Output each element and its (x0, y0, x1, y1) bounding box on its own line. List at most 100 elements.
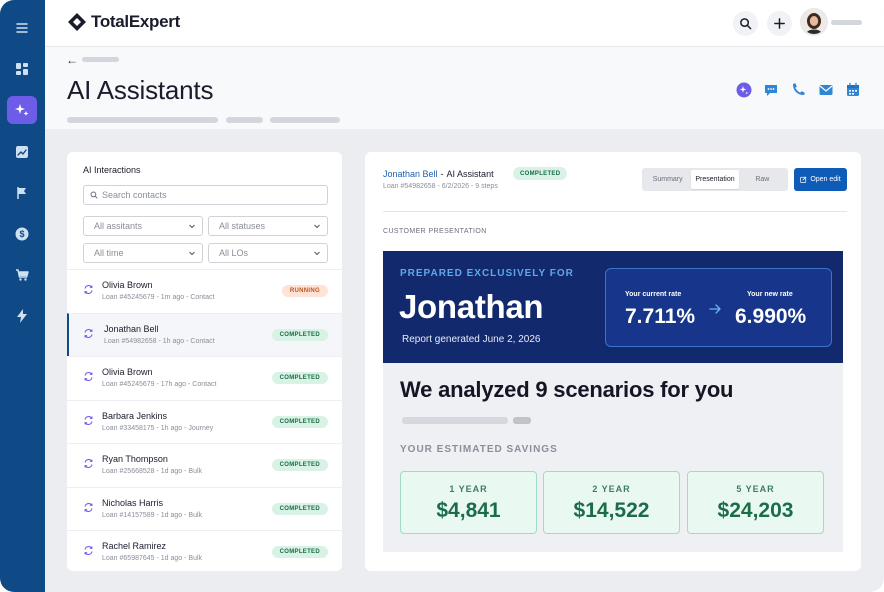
list-item[interactable]: Jonathan Bell Loan #54982658 - 1h ago - C… (67, 313, 342, 357)
contact-meta: Loan #45245679 - 17h ago - Contact (102, 381, 217, 388)
contact-meta: Loan #54982658 - 1h ago - Contact (104, 338, 215, 345)
contact-meta: Loan #65987645 - 1d ago - Bulk (102, 555, 203, 562)
filter-label: All statuses (219, 221, 266, 231)
filter-label: All LOs (219, 248, 249, 258)
customer-presentation: PREPARED EXCLUSIVELY FOR Jonathan Report… (383, 251, 843, 552)
arrow-right-icon (709, 304, 721, 314)
status-badge: COMPLETED (271, 416, 328, 428)
scenarios-title: We analyzed 9 scenarios for you (400, 377, 734, 402)
list-item[interactable]: Nicholas Harris Loan #14157589 - 1d ago -… (67, 487, 342, 531)
view-tabs: Summary Presentation Raw (642, 168, 788, 191)
status-filter[interactable]: All statuses (208, 216, 328, 236)
list-item[interactable]: Rachel Ramirez Loan #65987645 - 1d ago - … (67, 530, 342, 571)
filter-label: All assitants (94, 221, 143, 231)
panel-title: AI Interactions (83, 165, 141, 175)
logo-text: TotalExpert (91, 12, 180, 31)
page-title: AI Assistants (67, 75, 214, 105)
detail-panel: Jonathan Bell - AI Assistant COMPLETED L… (365, 152, 861, 571)
time-filter[interactable]: All time (83, 243, 203, 263)
search-input[interactable]: Search contacts (83, 185, 328, 205)
chat-icon[interactable] (763, 82, 779, 98)
sync-icon (84, 503, 93, 512)
sidebar: $ (0, 0, 45, 592)
assistant-name: AI Assistant (446, 169, 494, 179)
status-badge: COMPLETED (271, 372, 328, 384)
detail-title: Jonathan Bell - AI Assistant (383, 169, 494, 179)
mail-icon[interactable] (818, 82, 834, 98)
list-item[interactable]: Ryan Thompson Loan #25668528 - 1d ago - B… (67, 443, 342, 487)
list-item[interactable]: Barbara Jenkins Loan #33458175 - 1h ago -… (67, 400, 342, 444)
status-badge: COMPLETED (271, 546, 328, 558)
client-name: Jonathan (399, 288, 544, 325)
sync-icon (84, 372, 93, 381)
dollar-icon[interactable]: $ (7, 220, 37, 248)
ai-action-icon[interactable] (736, 82, 752, 98)
menu-icon[interactable] (7, 14, 37, 42)
rate-comparison: Your current rate 7.711% Your new rate 6… (605, 268, 832, 347)
savings-amount: $24,203 (717, 499, 794, 522)
logo[interactable]: TotalExpert (67, 12, 180, 32)
contact-meta: Loan #45245679 - 1m ago - Contact (102, 294, 215, 301)
contact-meta: Loan #33458175 - 1h ago - Journey (102, 425, 214, 432)
open-edit-button[interactable]: Open edit (794, 168, 847, 191)
breadcrumb[interactable] (82, 57, 119, 62)
phone-icon[interactable] (790, 82, 806, 98)
divider (383, 211, 847, 212)
contact-name: Olivia Brown (102, 367, 153, 377)
tab-raw[interactable]: Raw (755, 176, 770, 183)
tab-presentation[interactable]: Presentation (691, 170, 739, 189)
sync-icon (84, 285, 93, 294)
contact-name: Ryan Thompson (102, 454, 168, 464)
svg-text:$: $ (19, 229, 24, 239)
text-placeholder (402, 417, 508, 424)
savings-card: 1 YEAR $4,841 (400, 471, 537, 534)
contact-meta: Loan #25668528 - 1d ago - Bulk (102, 468, 203, 475)
status-badge: COMPLETED (271, 503, 328, 515)
edit-icon (800, 176, 807, 183)
detail-subtitle: Loan #54982658 - 6/2/2026 - 9 steps (383, 183, 498, 190)
contact-name-link[interactable]: Jonathan Bell (383, 169, 438, 179)
tab-summary[interactable]: Summary (652, 176, 683, 183)
contact-name: Nicholas Harris (102, 498, 164, 508)
sync-icon (84, 459, 93, 468)
search-button[interactable] (733, 11, 758, 36)
current-rate-label: Your current rate (625, 291, 682, 298)
back-arrow-icon[interactable]: ← (66, 53, 78, 67)
flag-icon[interactable] (7, 179, 37, 207)
status-badge: COMPLETED (271, 329, 328, 341)
list-item[interactable]: Olivia Brown Loan #45245679 - 1m ago - Co… (67, 269, 342, 313)
contact-name: Barbara Jenkins (102, 411, 168, 421)
interactions-panel: AI Interactions Search contacts All assi… (67, 152, 342, 571)
chevron-down-icon (189, 224, 195, 229)
status-badge: RUNNING (281, 285, 328, 297)
user-name-placeholder[interactable] (831, 20, 862, 25)
savings-card: 2 YEAR $14,522 (543, 471, 680, 534)
savings-period: 2 YEAR (592, 484, 631, 494)
filter-label: All time (94, 248, 124, 258)
cart-icon[interactable] (7, 261, 37, 289)
list-item[interactable]: Olivia Brown Loan #45245679 - 17h ago - C… (67, 356, 342, 400)
calendar-icon[interactable] (845, 82, 861, 98)
subtitle-placeholder (67, 117, 218, 123)
assistant-filter[interactable]: All assitants (83, 216, 203, 236)
dashboard-icon[interactable] (7, 55, 37, 83)
ai-sparkle-icon[interactable] (7, 96, 37, 124)
page-header: ← AI Assistants (45, 47, 884, 129)
lightning-icon[interactable] (7, 302, 37, 330)
sync-icon (84, 416, 93, 425)
subtitle-placeholder (270, 117, 340, 123)
contact-name: Olivia Brown (102, 280, 153, 290)
chevron-down-icon (314, 251, 320, 256)
section-label: CUSTOMER PRESENTATION (383, 228, 487, 235)
report-date: Report generated June 2, 2026 (402, 334, 541, 345)
analytics-icon[interactable] (7, 138, 37, 166)
title-separator: - (440, 169, 444, 179)
add-button[interactable] (767, 11, 792, 36)
status-badge: COMPLETED (513, 167, 568, 180)
avatar[interactable] (802, 10, 826, 34)
presentation-hero: PREPARED EXCLUSIVELY FOR Jonathan Report… (383, 251, 843, 363)
savings-amount: $4,841 (436, 499, 501, 522)
chevron-down-icon (189, 251, 195, 256)
lo-filter[interactable]: All LOs (208, 243, 328, 263)
avatar-photo-icon (802, 10, 826, 34)
